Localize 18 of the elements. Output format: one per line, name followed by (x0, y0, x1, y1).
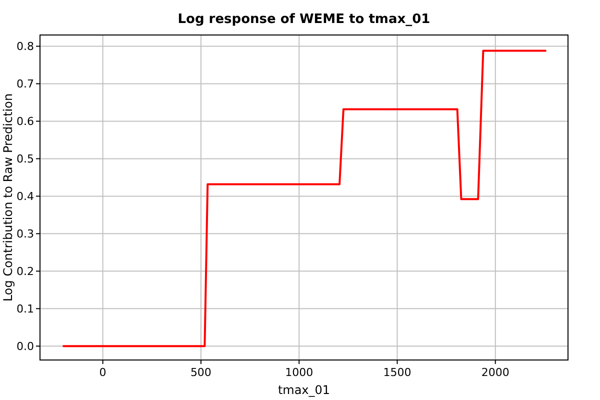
x-tick-label: 0 (99, 366, 106, 379)
y-axis-title: Log Contribution to Raw Prediction (1, 93, 15, 302)
y-tick-label: 0.4 (16, 190, 34, 204)
y-tick-label: 0.7 (16, 78, 34, 91)
y-tick-label: 0.8 (16, 40, 34, 54)
x-axis-title: tmax_01 (278, 383, 330, 397)
y-tick-label: 0.5 (16, 152, 34, 166)
y-tick-label: 0.6 (16, 115, 34, 128)
x-tick-label: 1000 (285, 366, 314, 379)
y-tick-label: 0.0 (16, 340, 34, 354)
y-tick-label: 0.2 (16, 265, 34, 278)
x-tick-label: 2000 (481, 366, 510, 379)
y-tick-label: 0.3 (16, 228, 34, 241)
x-tick-label: 500 (190, 366, 212, 379)
y-tick-label: 0.1 (16, 302, 34, 316)
x-tick-label: 1500 (383, 366, 412, 379)
line-series (62, 50, 546, 348)
chart-title: Log response of WEME to tmax_01 (178, 12, 430, 27)
